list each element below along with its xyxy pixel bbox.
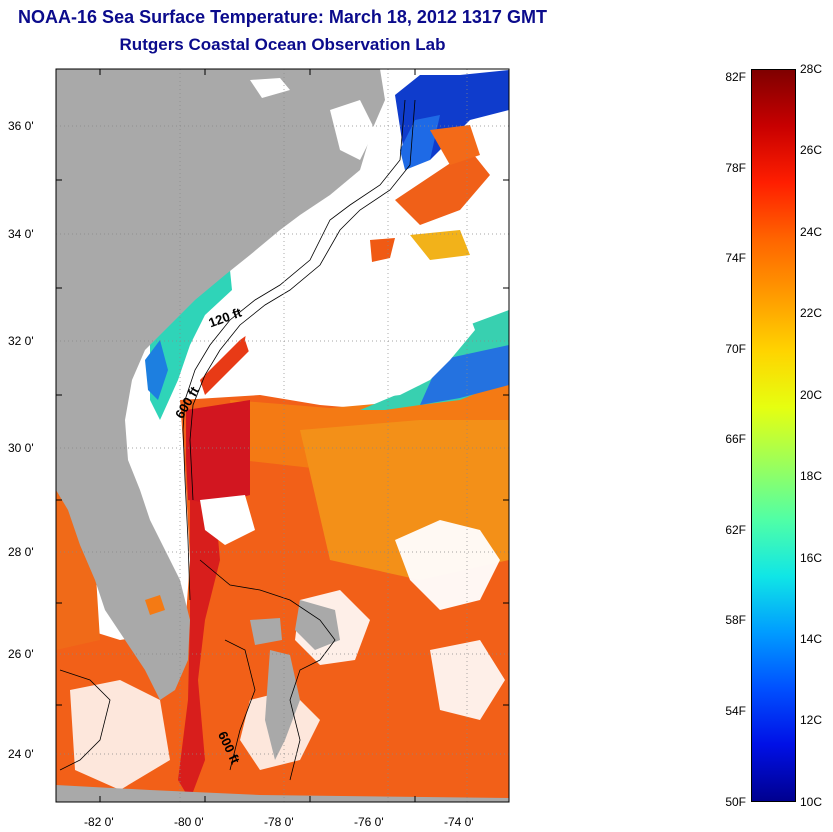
colorbar-c-16: 16C: [800, 551, 823, 565]
lat-label-32: 32 0': [8, 334, 34, 348]
axis-ticks: [56, 69, 509, 802]
lat-label-28: 28 0': [8, 545, 34, 559]
lon-label-78: -78 0': [264, 815, 294, 829]
map-subtitle: Rutgers Coastal Ocean Observation Lab: [119, 35, 446, 54]
colorbar-f-66: 66F: [725, 432, 746, 446]
map-frame: [55, 68, 510, 803]
colorbar-f-74: 74F: [725, 251, 746, 265]
colorbar-f-62: 62F: [725, 523, 746, 537]
colorbar-f-50: 50F: [725, 795, 746, 809]
colorbar-f-78: 78F: [725, 161, 746, 175]
colorbar-c-20: 20C: [800, 388, 823, 402]
lat-label-24: 24 0': [8, 747, 34, 761]
lat-label-30: 30 0': [8, 441, 34, 455]
lat-label-26: 26 0': [8, 647, 34, 661]
colorbar-f-54: 54F: [725, 704, 746, 718]
colorbar-c-26: 26C: [800, 143, 823, 157]
map-title: NOAA-16 Sea Surface Temperature: March 1…: [18, 7, 547, 27]
colorbar-c-24: 24C: [800, 225, 823, 239]
lat-label-34: 34 0': [8, 227, 34, 241]
colorbar-c-14: 14C: [800, 632, 823, 646]
lon-label-74: -74 0': [444, 815, 474, 829]
colorbar-c-18: 18C: [800, 469, 823, 483]
colorbar-c-10: 10C: [800, 795, 823, 809]
lon-label-76: -76 0': [354, 815, 384, 829]
colorbar-c-28: 28C: [800, 62, 823, 76]
lon-label-80: -80 0': [174, 815, 204, 829]
colorbar-f-82: 82F: [725, 70, 746, 84]
lat-label-36: 36 0': [8, 119, 34, 133]
lon-label-82: -82 0': [84, 815, 114, 829]
colorbar-c-22: 22C: [800, 306, 823, 320]
temperature-colorbar: [751, 69, 796, 802]
colorbar-f-70: 70F: [725, 342, 746, 356]
sst-field: [56, 69, 509, 802]
colorbar-f-58: 58F: [725, 613, 746, 627]
colorbar-c-12: 12C: [800, 713, 823, 727]
